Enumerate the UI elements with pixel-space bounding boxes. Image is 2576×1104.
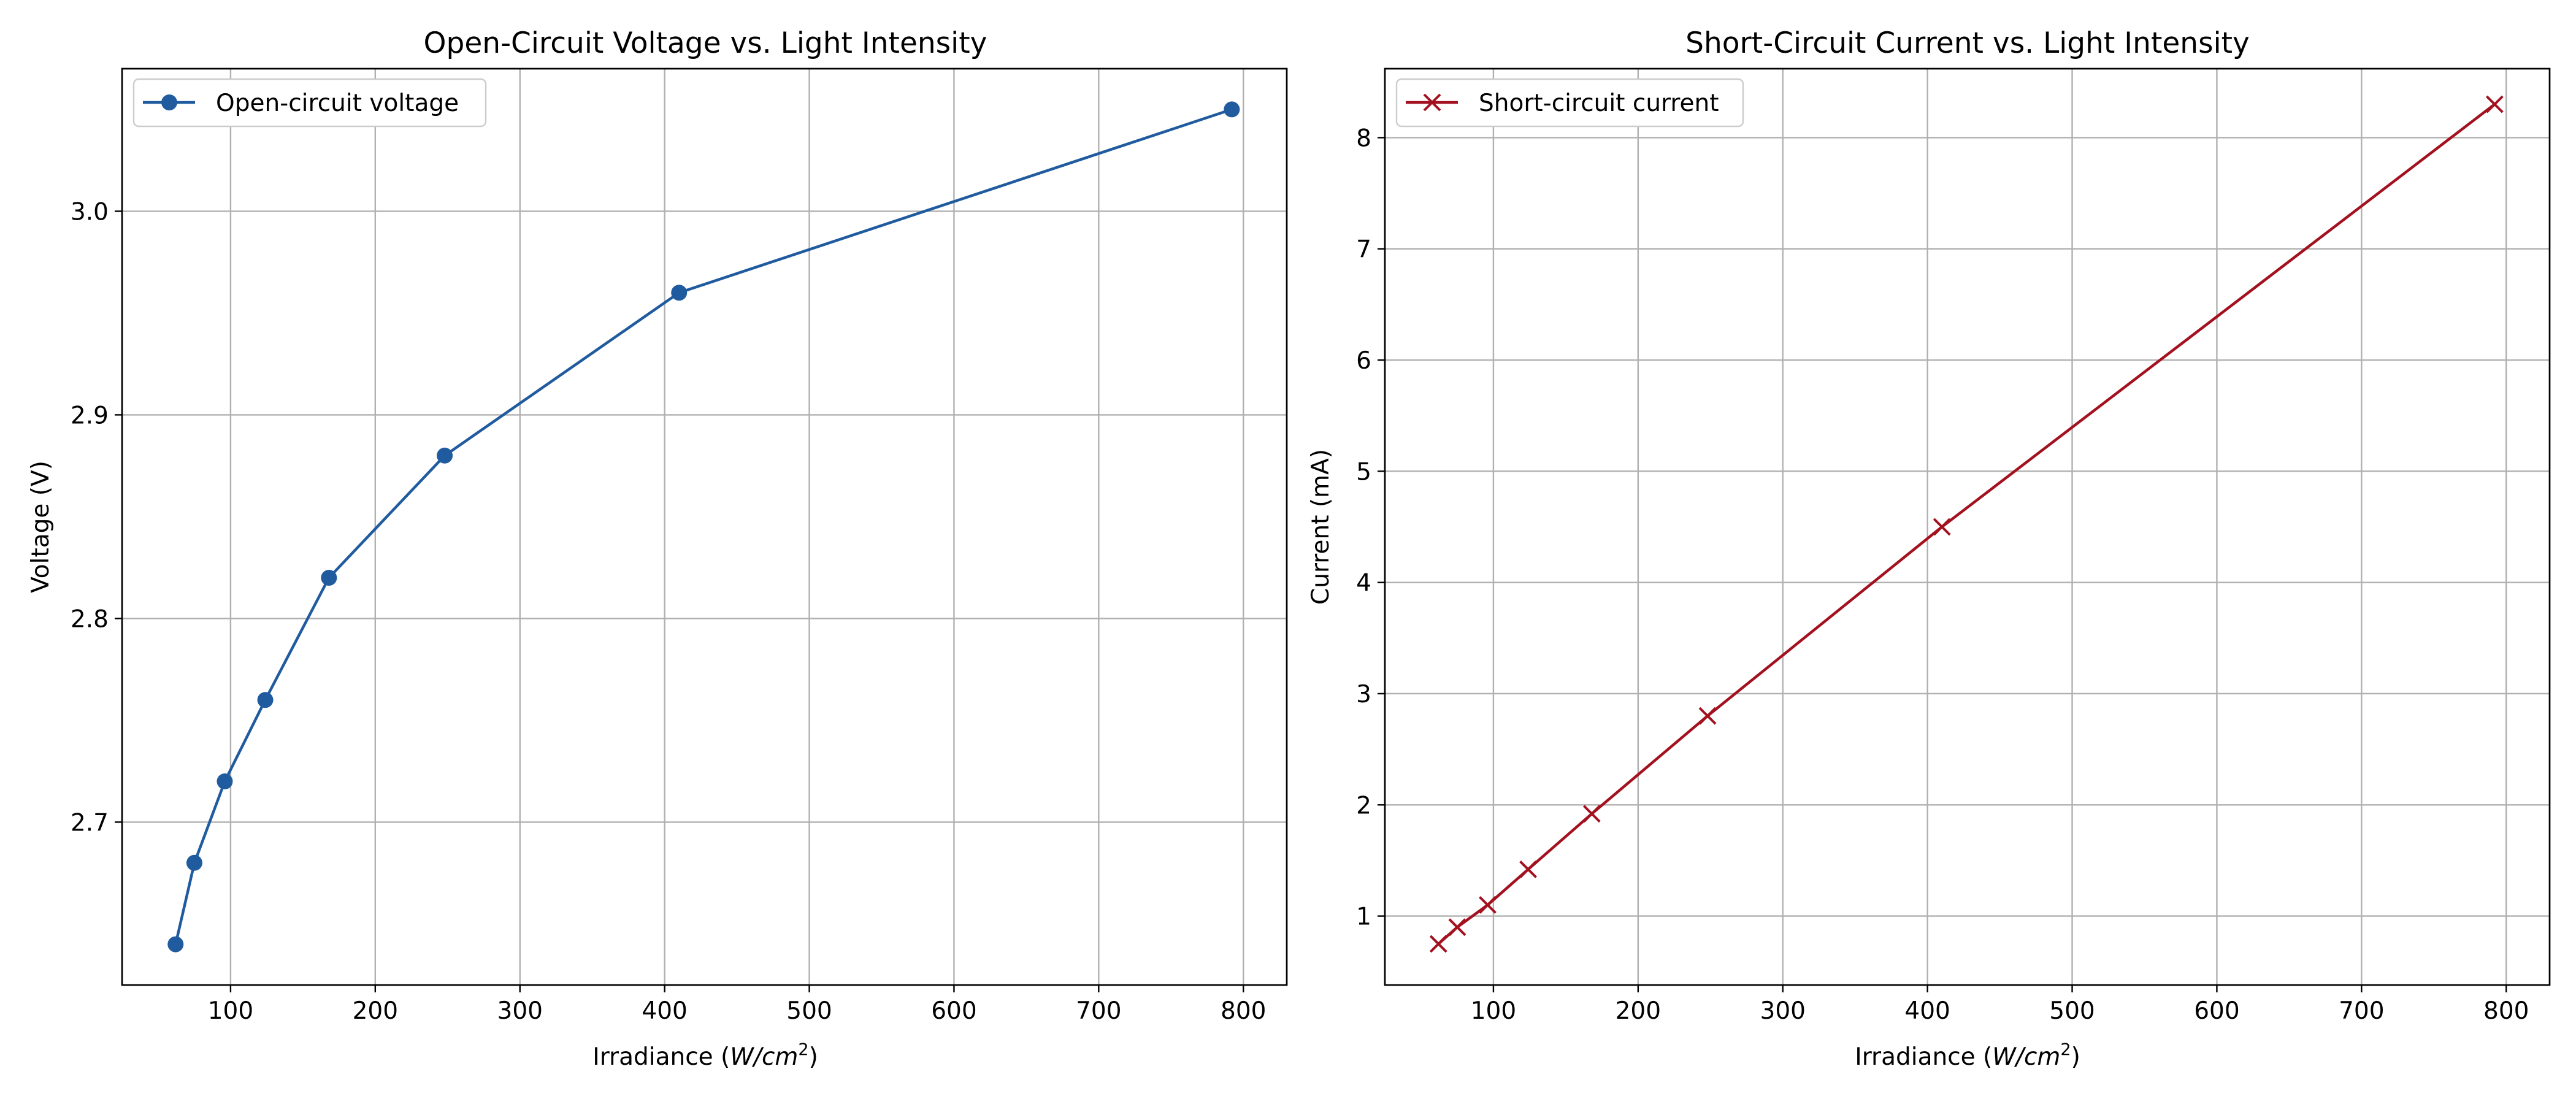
voltage-y-tick-label: 3.0 bbox=[71, 198, 109, 226]
current-y-tick-label: 5 bbox=[1356, 458, 1371, 486]
current-y-tick-label: 3 bbox=[1356, 681, 1371, 708]
current-x-tick-label: 400 bbox=[1904, 997, 1950, 1025]
voltage-x-tick-label: 500 bbox=[786, 997, 832, 1025]
voltage-x-tick-label: 200 bbox=[353, 997, 398, 1025]
voltage-data-point bbox=[671, 285, 688, 301]
voltage-data-point bbox=[257, 692, 274, 708]
current-y-tick-label: 8 bbox=[1356, 125, 1371, 152]
voltage-data-point bbox=[186, 854, 202, 871]
current-x-tick-label: 100 bbox=[1471, 997, 1516, 1025]
voltage-data-point bbox=[321, 570, 337, 586]
current-chart-ticks: 100 200 300 400 500 600 700 800 1 2 3 4 5 6 7 8 bbox=[1356, 125, 2529, 1025]
voltage-legend-box bbox=[132, 78, 487, 128]
current-legend-label: Short-circuit current bbox=[1479, 90, 1719, 117]
voltage-series-line bbox=[174, 108, 1233, 945]
voltage-x-tick-label: 600 bbox=[931, 997, 976, 1025]
voltage-chart-series bbox=[167, 101, 1240, 953]
current-data-point bbox=[1698, 707, 1717, 725]
voltage-y-tick-label: 2.8 bbox=[71, 605, 109, 633]
voltage-x-axis-label: Irradiance (W/cm2) bbox=[592, 1040, 818, 1071]
voltage-chart-panel: Open-Circuit Voltage vs. Light Intensity… bbox=[27, 26, 1288, 1071]
voltage-chart-grid bbox=[122, 69, 1287, 985]
current-y-tick-label: 6 bbox=[1356, 347, 1371, 375]
voltage-legend-label: Open-circuit voltage bbox=[216, 90, 459, 117]
voltage-y-tick-label: 2.9 bbox=[71, 402, 109, 429]
current-y-tick-label: 7 bbox=[1356, 236, 1371, 264]
current-data-point bbox=[1519, 861, 1537, 878]
current-chart-grid bbox=[1385, 69, 2550, 985]
current-chart-title: Short-Circuit Current vs. Light Intensit… bbox=[1685, 26, 2250, 60]
current-legend-box bbox=[1395, 78, 1744, 128]
voltage-legend: Open-circuit voltage bbox=[132, 78, 487, 128]
voltage-x-tick-label: 700 bbox=[1076, 997, 1121, 1025]
current-data-point bbox=[1429, 935, 1447, 953]
voltage-x-tick-label: 100 bbox=[208, 997, 253, 1025]
voltage-data-point bbox=[1224, 101, 1240, 118]
voltage-y-tick-label: 2.7 bbox=[71, 809, 109, 837]
voltage-x-tick-label: 800 bbox=[1221, 997, 1266, 1025]
current-data-point bbox=[1448, 918, 1466, 937]
current-x-axis-label: Irradiance (W/cm2) bbox=[1855, 1040, 2080, 1071]
voltage-y-axis-label: Voltage (V) bbox=[27, 461, 55, 593]
voltage-chart-ticks: 100 200 300 400 500 600 700 800 2.7 2.8 2.9 3.0 bbox=[71, 198, 1266, 1025]
current-x-tick-label: 300 bbox=[1760, 997, 1806, 1025]
current-y-axis-label: Current (mA) bbox=[1307, 449, 1335, 605]
current-data-point bbox=[1933, 518, 1951, 536]
voltage-legend-marker bbox=[161, 94, 177, 110]
current-y-tick-label: 4 bbox=[1356, 570, 1371, 597]
current-data-point bbox=[1582, 805, 1601, 823]
current-x-tick-label: 700 bbox=[2339, 997, 2384, 1025]
voltage-x-tick-label: 300 bbox=[497, 997, 543, 1025]
current-y-tick-label: 1 bbox=[1356, 903, 1371, 931]
current-x-tick-label: 500 bbox=[2049, 997, 2095, 1025]
voltage-data-point bbox=[217, 773, 233, 789]
current-legend-marker bbox=[1423, 93, 1441, 112]
current-x-tick-label: 600 bbox=[2194, 997, 2239, 1025]
current-legend: Short-circuit current bbox=[1395, 78, 1744, 128]
voltage-chart-frame bbox=[121, 67, 1288, 986]
current-chart-panel: Short-Circuit Current vs. Light Intensit… bbox=[1307, 26, 2551, 1071]
voltage-x-tick-label: 400 bbox=[642, 997, 687, 1025]
voltage-data-point bbox=[437, 447, 453, 464]
current-x-tick-label: 800 bbox=[2483, 997, 2529, 1025]
current-chart-series bbox=[1429, 95, 2504, 953]
voltage-chart-title: Open-Circuit Voltage vs. Light Intensity bbox=[424, 26, 987, 60]
voltage-data-point bbox=[167, 936, 184, 953]
current-data-point bbox=[1479, 896, 1497, 914]
current-y-tick-label: 2 bbox=[1356, 792, 1371, 819]
current-data-point bbox=[2485, 95, 2504, 113]
current-chart-frame bbox=[1384, 67, 2551, 986]
current-x-tick-label: 200 bbox=[1616, 997, 1661, 1025]
